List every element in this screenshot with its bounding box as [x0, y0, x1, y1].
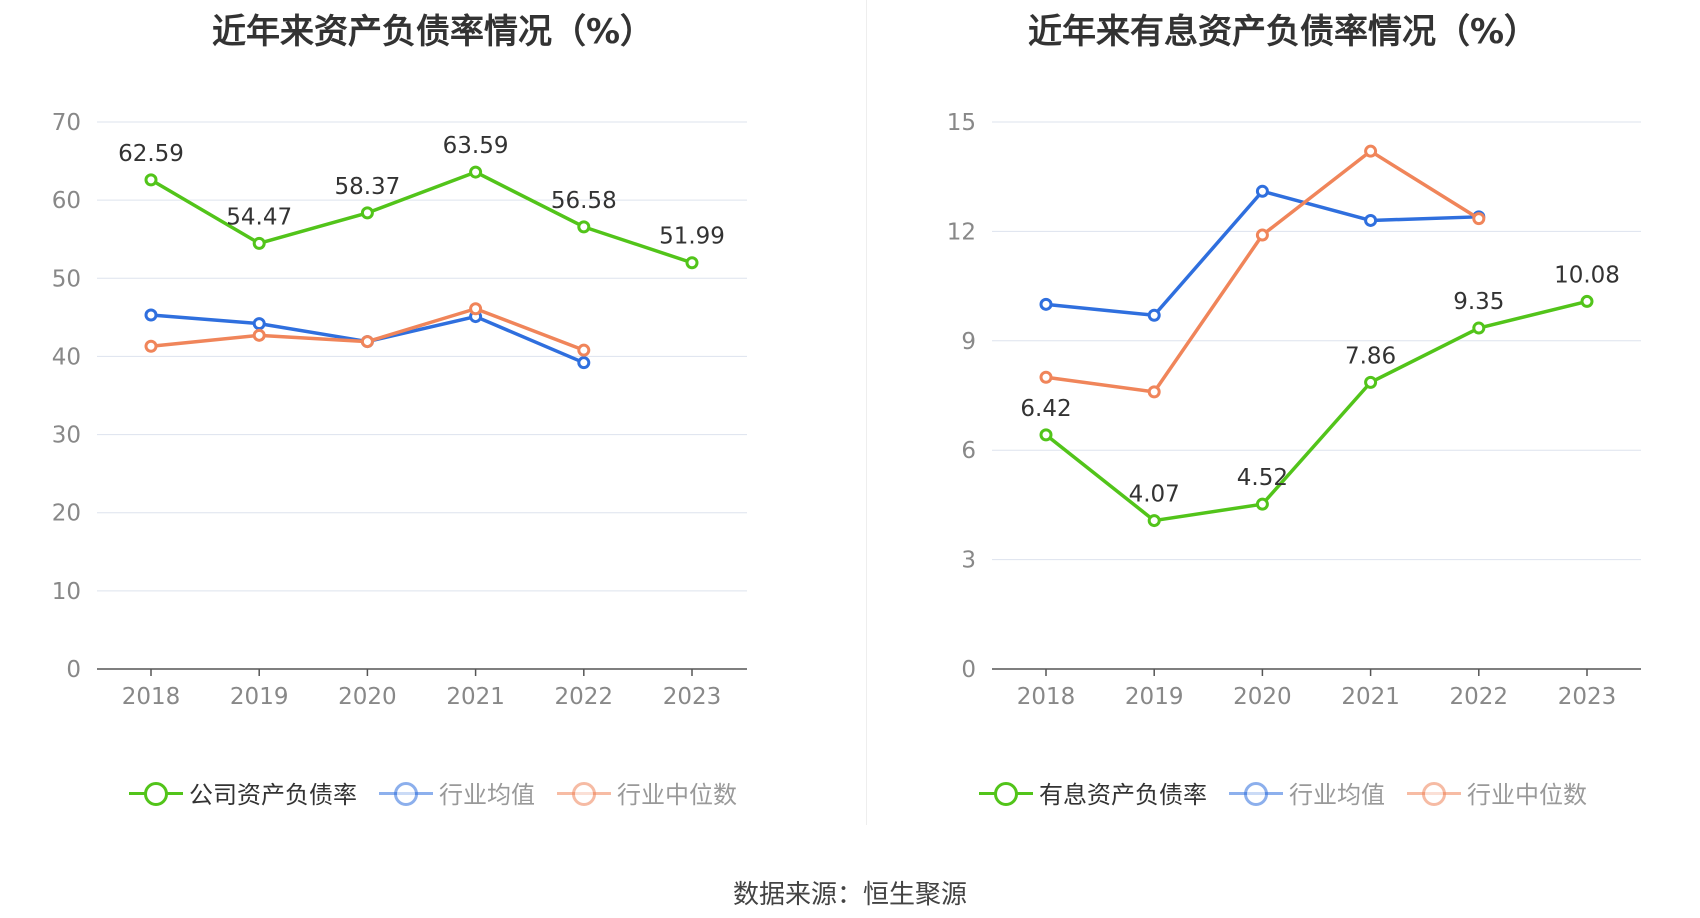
data-point[interactable] — [1255, 228, 1269, 242]
data-point[interactable] — [1255, 497, 1269, 511]
x-tick-label: 2018 — [1017, 684, 1076, 710]
legend-item[interactable]: 公司资产负债率 — [129, 775, 357, 810]
legend-item[interactable]: 行业均值 — [379, 775, 535, 810]
series-line — [1044, 299, 1588, 523]
data-point[interactable] — [685, 256, 699, 270]
legend-label: 有息资产负债率 — [1039, 781, 1207, 809]
data-label: 58.37 — [334, 174, 400, 200]
x-tick-label: 2023 — [663, 684, 722, 710]
data-label: 56.58 — [551, 188, 617, 214]
y-tick-label: 6 — [961, 438, 976, 464]
panel-divider — [866, 0, 867, 825]
chart-title: 近年来资产负债率情况（%） — [211, 12, 655, 52]
legend-label: 行业中位数 — [1467, 781, 1587, 809]
data-point[interactable] — [360, 335, 374, 349]
legend: 有息资产负债率 行业均值 行业中位数 — [866, 775, 1700, 810]
data-point[interactable] — [577, 220, 591, 234]
x-tick-label: 2019 — [230, 684, 289, 710]
data-label: 54.47 — [226, 204, 292, 230]
y-tick-label: 60 — [52, 188, 81, 214]
y-tick-label: 3 — [961, 548, 976, 574]
data-label: 4.07 — [1129, 482, 1180, 508]
data-point[interactable] — [1147, 308, 1161, 322]
legend-item[interactable]: 有息资产负债率 — [979, 775, 1207, 810]
x-tick-label: 2020 — [1233, 684, 1292, 710]
data-point[interactable] — [1255, 184, 1269, 198]
y-tick-label: 0 — [961, 657, 976, 683]
line-chart-interest-bearing-debt-ratio: 0 3 6 9 12 15 2018 2019 2020 2021 2022 2023 6.42 4.07… — [947, 110, 1641, 710]
data-point[interactable] — [1472, 212, 1486, 226]
x-tick-label: 2021 — [1341, 684, 1400, 710]
series-line — [150, 170, 693, 265]
legend-item[interactable]: 行业均值 — [1229, 775, 1385, 810]
x-tick-label: 2022 — [555, 684, 614, 710]
data-source-note: 数据来源：恒生聚源 — [732, 880, 967, 910]
data-point[interactable] — [144, 339, 158, 353]
data-point[interactable] — [577, 343, 591, 357]
y-tick-label: 40 — [52, 344, 81, 370]
legend-swatch-icon — [1229, 780, 1283, 806]
x-tick-label: 2021 — [446, 684, 505, 710]
legend-item[interactable]: 行业中位数 — [1407, 775, 1587, 810]
data-point[interactable] — [1147, 385, 1161, 399]
x-tick-label: 2020 — [338, 684, 397, 710]
data-point[interactable] — [1039, 428, 1053, 442]
data-point[interactable] — [1364, 375, 1378, 389]
legend-label: 行业均值 — [439, 781, 535, 809]
legend-swatch-icon — [557, 780, 611, 806]
data-point[interactable] — [1364, 144, 1378, 158]
y-tick-label: 50 — [52, 266, 81, 292]
data-label: 10.08 — [1554, 262, 1620, 288]
y-tick-label: 0 — [66, 657, 81, 683]
legend-label: 行业均值 — [1289, 781, 1385, 809]
data-label: 63.59 — [443, 133, 509, 159]
data-point[interactable] — [1580, 294, 1594, 308]
data-point[interactable] — [469, 165, 483, 179]
y-tick-label: 9 — [961, 329, 976, 355]
series-line — [1045, 189, 1479, 318]
data-point[interactable] — [360, 206, 374, 220]
data-point[interactable] — [1364, 213, 1378, 227]
legend-swatch-icon — [379, 780, 433, 806]
data-label: 4.52 — [1237, 465, 1288, 491]
y-tick-label: 30 — [52, 423, 81, 449]
data-point[interactable] — [1039, 370, 1053, 384]
data-point[interactable] — [144, 308, 158, 322]
legend: 公司资产负债率 行业均值 行业中位数 — [0, 775, 866, 810]
data-point[interactable] — [144, 173, 158, 187]
y-tick-label: 10 — [52, 579, 81, 605]
x-tick-label: 2023 — [1558, 684, 1617, 710]
y-tick-label: 12 — [947, 219, 976, 245]
chart-panel-debt-ratio: 近年来资产负债率情况（%） 0 10 20 30 40 50 60 70 2018 2019 202… — [0, 0, 866, 830]
y-tick-label: 70 — [52, 110, 81, 136]
y-tick-label: 20 — [52, 501, 81, 527]
data-label: 7.86 — [1345, 343, 1396, 369]
legend-swatch-icon — [1407, 780, 1461, 806]
data-label: 51.99 — [659, 224, 725, 250]
chart-panel-interest-bearing-debt-ratio: 近年来有息资产负债率情况（%） 0 3 6 9 12 15 2018 2019 2020 2021… — [866, 0, 1700, 830]
x-tick-label: 2022 — [1450, 684, 1509, 710]
data-label: 6.42 — [1020, 396, 1071, 422]
legend-label: 行业中位数 — [617, 781, 737, 809]
data-point[interactable] — [469, 302, 483, 316]
data-point[interactable] — [252, 328, 266, 342]
y-tick-label: 15 — [947, 110, 976, 136]
data-point[interactable] — [1472, 321, 1486, 335]
data-point[interactable] — [1147, 514, 1161, 528]
data-point[interactable] — [252, 317, 266, 331]
line-chart-debt-ratio: 0 10 20 30 40 50 60 70 2018 2019 2020 2021 2022 2023 6… — [52, 110, 747, 710]
data-point[interactable] — [252, 236, 266, 250]
data-point[interactable] — [577, 356, 591, 370]
legend-swatch-icon — [979, 780, 1033, 806]
data-point[interactable] — [1039, 297, 1053, 311]
legend-item[interactable]: 行业中位数 — [557, 775, 737, 810]
data-label: 62.59 — [118, 141, 184, 167]
chart-title: 近年来有息资产负债率情况（%） — [1027, 12, 1539, 52]
legend-label: 公司资产负债率 — [189, 781, 357, 809]
legend-swatch-icon — [129, 780, 183, 806]
x-tick-label: 2018 — [122, 684, 181, 710]
x-tick-label: 2019 — [1125, 684, 1184, 710]
data-label: 9.35 — [1453, 289, 1504, 315]
